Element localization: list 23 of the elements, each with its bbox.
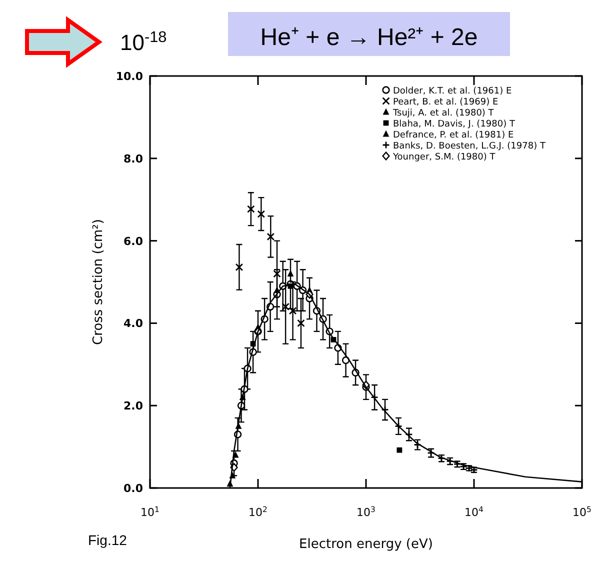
y-tick-label: 6.0 bbox=[124, 234, 144, 248]
y-tick-label: 8.0 bbox=[124, 152, 144, 166]
x-axis-title: Electron energy (eV) bbox=[299, 537, 433, 552]
text: 10$^{-18}$ bbox=[120, 28, 167, 55]
legend-label: Dolder, K.T. et al. (1961) E bbox=[393, 86, 512, 96]
x-tick-label: 10$^{3}$ bbox=[356, 504, 376, 519]
x-tick-label: 10$^{1}$ bbox=[140, 504, 160, 519]
legend-label: Banks, D. Boesten, L.G.J. (1978) T bbox=[393, 142, 546, 152]
y-tick-label: 2.0 bbox=[124, 400, 144, 413]
legend-label: Younger, S.M. (1980) T bbox=[392, 152, 496, 162]
legend-label: Blaha, M. Davis, J. (1980) T bbox=[393, 120, 516, 130]
y-tick-label: 0.0 bbox=[124, 482, 144, 495]
caption: Fig.12 bbox=[88, 532, 128, 548]
x-tick-label: 10$^{4}$ bbox=[464, 504, 484, 519]
chart-title: He⁺ + e → He²⁺ + 2e bbox=[260, 24, 478, 51]
y-tick-label: 4.0 bbox=[124, 317, 144, 330]
x-tick-label: 10$^{2}$ bbox=[248, 504, 268, 519]
legend-label: Tsuji, A. et al. (1980) T bbox=[392, 108, 494, 118]
y-tick-label: 10.0 bbox=[116, 70, 144, 83]
legend-label: Defrance, P. et al. (1981) E bbox=[393, 130, 514, 140]
x-tick-label: 10$^{5}$ bbox=[572, 504, 592, 519]
legend-label: Peart, B. et al. (1969) E bbox=[393, 98, 498, 108]
y-axis-title: Cross section (cm²) bbox=[91, 219, 106, 345]
